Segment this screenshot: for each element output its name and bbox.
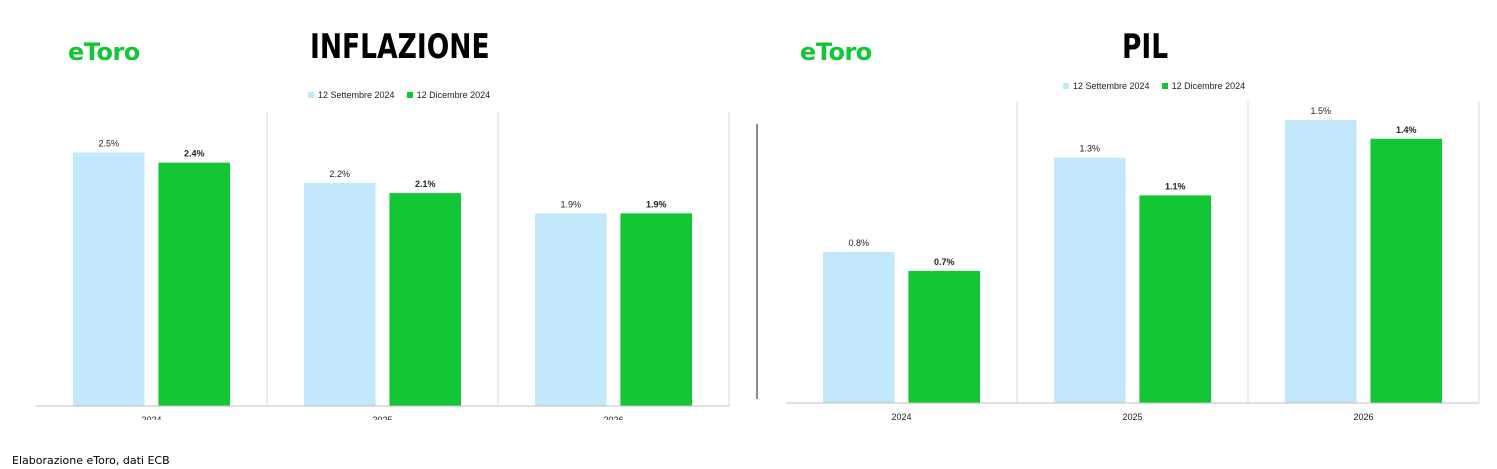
legend-label: 12 Settembre 2024	[1073, 81, 1150, 91]
inflation-legend: 12 Settembre 2024 12 Dicembre 2024	[308, 90, 502, 100]
bar-december-2026	[1370, 138, 1443, 403]
bar-december-2026	[620, 213, 693, 406]
bar-december-2024	[158, 162, 231, 406]
data-label: 0.8%	[849, 238, 870, 248]
data-label: 0.7%	[934, 257, 955, 267]
bar-september-2025	[303, 182, 376, 406]
legend-item-september: 12 Settembre 2024	[1063, 81, 1150, 91]
bar-december-2025	[389, 193, 462, 406]
data-label: 2.4%	[184, 149, 205, 159]
legend-item-december: 12 Dicembre 2024	[406, 90, 491, 100]
data-label: 2.2%	[330, 169, 351, 179]
data-label: 1.9%	[561, 199, 582, 209]
x-tick-label: 2026	[603, 415, 623, 420]
bar-september-2026	[534, 213, 607, 406]
x-tick-label: 2024	[141, 415, 161, 420]
legend-label: 12 Dicembre 2024	[416, 90, 491, 100]
inflation-bar-chart: 2.5% 2.4% 2024 2.2% 2.1% 2025 1.9% 1.9% 2026	[36, 112, 730, 420]
bar-september-2024	[822, 252, 895, 403]
legend-swatch-light	[1063, 83, 1069, 89]
x-tick-label: 2024	[891, 412, 911, 420]
data-label: 2.1%	[415, 179, 436, 189]
bar-september-2024	[72, 152, 145, 406]
legend-item-december: 12 Dicembre 2024	[1161, 81, 1246, 91]
x-tick-label: 2026	[1353, 412, 1373, 420]
etoro-logo: eToro	[68, 38, 140, 66]
bar-december-2024	[908, 270, 981, 403]
etoro-logo: eToro	[800, 38, 872, 66]
bar-september-2026	[1284, 119, 1357, 403]
gdp-chart-title: PIL	[1122, 27, 1169, 67]
gdp-legend: 12 Settembre 2024 12 Dicembre 2024	[1063, 81, 1257, 91]
data-label: 1.1%	[1165, 181, 1186, 191]
x-tick-label: 2025	[372, 415, 392, 420]
data-label: 2.5%	[99, 139, 120, 149]
legend-label: 12 Dicembre 2024	[1171, 81, 1246, 91]
legend-swatch-light	[308, 92, 314, 98]
bar-december-2025	[1139, 195, 1212, 403]
data-label: 1.4%	[1396, 125, 1417, 135]
data-label: 1.9%	[646, 199, 667, 209]
legend-swatch-green	[406, 92, 413, 98]
data-label: 1.3%	[1080, 144, 1101, 154]
source-note: Elaborazione eToro, dati ECB	[12, 454, 170, 467]
inflation-chart-title: INFLAZIONE	[310, 27, 490, 67]
bar-september-2025	[1053, 157, 1126, 403]
x-tick-label: 2025	[1122, 412, 1142, 420]
legend-label: 12 Settembre 2024	[318, 90, 395, 100]
legend-item-september: 12 Settembre 2024	[308, 90, 395, 100]
chart-divider	[756, 124, 758, 399]
data-label: 1.5%	[1311, 106, 1332, 116]
gdp-bar-chart: 0.8% 0.7% 2024 1.3% 1.1% 2025 1.5% 1.4% 2026	[786, 101, 1480, 420]
legend-swatch-green	[1161, 83, 1168, 89]
